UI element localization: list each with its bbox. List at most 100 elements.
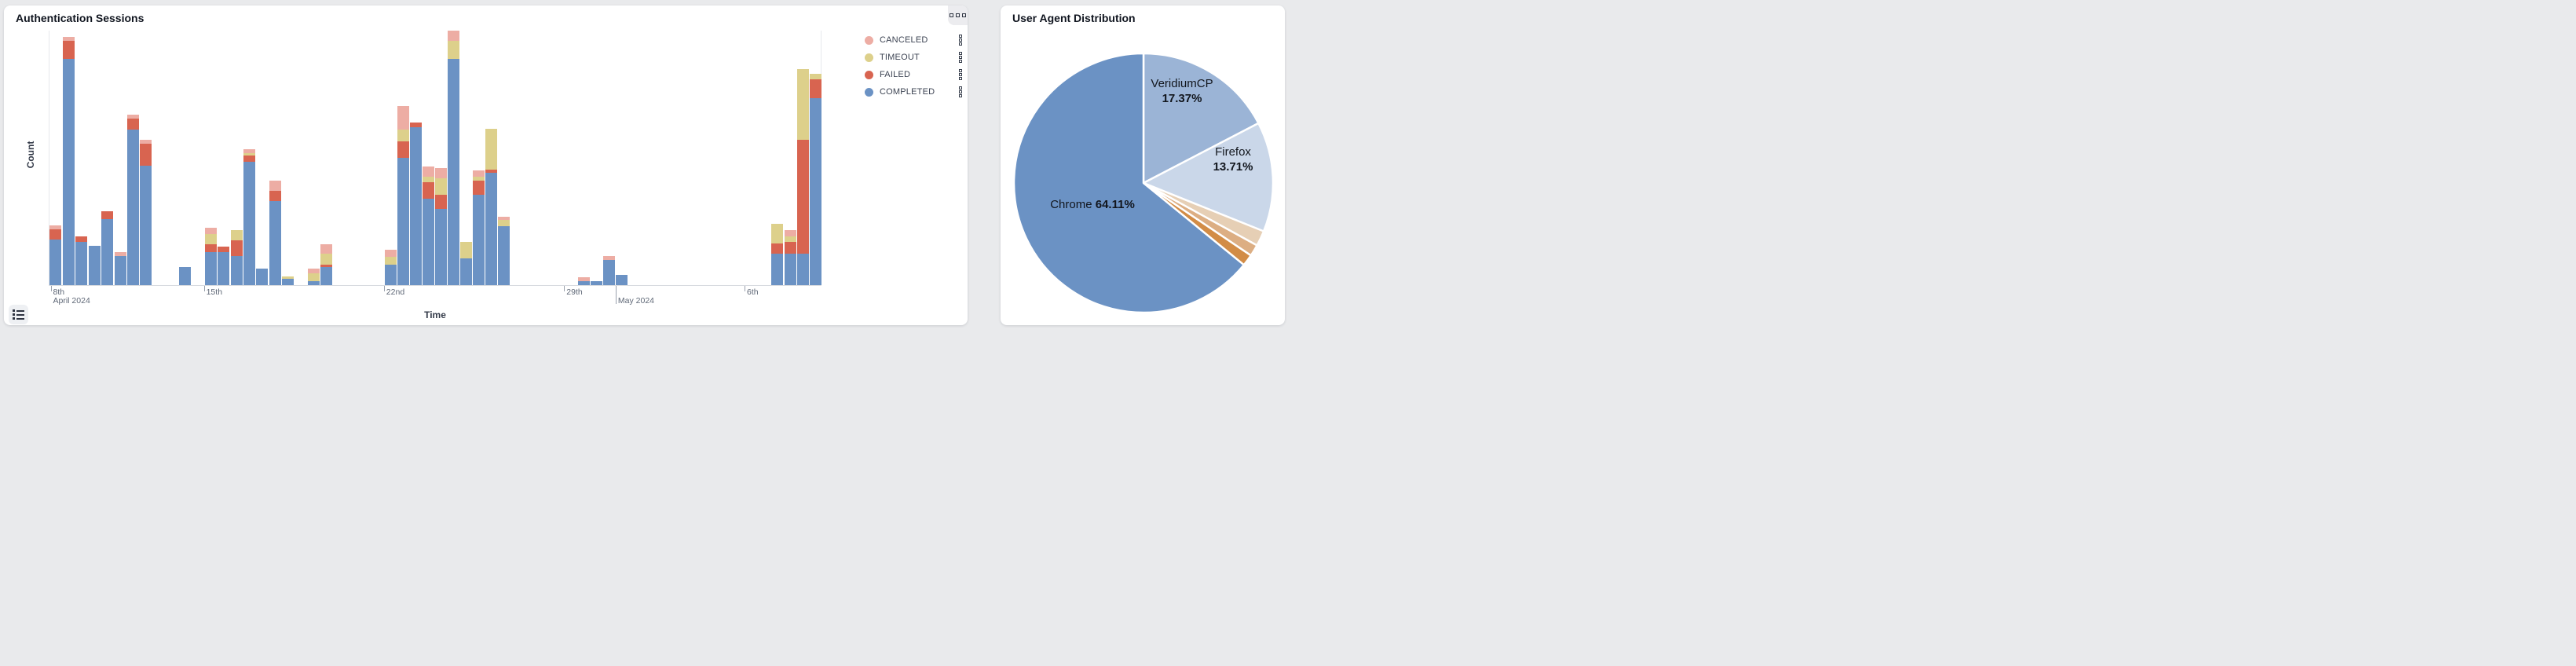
chart-legend: CANCELED TIMEOUT FAILED COMPLETED — [865, 31, 964, 101]
user-agent-pie-chart — [1012, 52, 1275, 314]
bar-segment-timeout — [243, 152, 255, 156]
stacked-bar[interactable] — [140, 31, 152, 285]
legend-kebab-icon[interactable] — [957, 68, 964, 82]
bar-segment-canceled — [126, 114, 139, 119]
list-icon — [13, 309, 24, 312]
legend-kebab-icon[interactable] — [957, 85, 964, 99]
bar-segment-completed — [230, 255, 243, 285]
stacked-bar[interactable] — [62, 31, 75, 285]
stacked-bar[interactable] — [126, 31, 139, 285]
bar-segment-failed — [485, 169, 498, 174]
stacked-bar[interactable] — [269, 31, 281, 285]
legend-kebab-icon[interactable] — [957, 33, 964, 47]
stacked-bar[interactable] — [616, 31, 628, 285]
stacked-bar[interactable] — [397, 31, 409, 285]
legend-item-timeout[interactable]: TIMEOUT — [865, 49, 964, 66]
stacked-bar[interactable] — [204, 31, 217, 285]
stacked-bar[interactable] — [460, 31, 473, 285]
bar-segment-completed — [101, 218, 113, 285]
legend-item-canceled[interactable]: CANCELED — [865, 31, 964, 49]
list-icon — [13, 313, 24, 316]
legend-item-completed[interactable]: COMPLETED — [865, 83, 964, 101]
bar-segment-canceled — [498, 216, 510, 221]
stacked-bar[interactable] — [771, 31, 783, 285]
stacked-bar[interactable] — [320, 31, 333, 285]
bar-segment-timeout — [498, 220, 510, 227]
stacked-bar[interactable] — [434, 31, 447, 285]
bar-segment-failed — [434, 195, 447, 209]
bar-segment-failed — [320, 265, 333, 268]
legend-marker — [865, 87, 873, 97]
bar-segment-completed — [460, 258, 473, 285]
stacked-bar[interactable] — [485, 31, 498, 285]
bar-segment-timeout — [204, 234, 217, 245]
x-axis-label: Time — [424, 309, 446, 320]
card-menu-button[interactable] — [948, 5, 968, 25]
bar-segment-completed — [422, 198, 434, 285]
pie-slice-veridiumcp[interactable] — [1142, 52, 1260, 185]
x-tick-label: 29th — [566, 287, 583, 297]
stacked-bar[interactable] — [88, 31, 101, 285]
bar-segment-completed — [178, 267, 191, 285]
stacked-bar[interactable] — [422, 31, 434, 285]
bar-segment-completed — [397, 158, 409, 285]
stacked-bar[interactable] — [448, 31, 460, 285]
x-tick-label: 8th April 2024 — [53, 287, 90, 306]
bar-segment-completed — [307, 281, 320, 285]
bar-segment-failed — [422, 181, 434, 199]
stacked-bar[interactable] — [603, 31, 616, 285]
bar-segment-failed — [218, 247, 230, 252]
stacked-bar[interactable] — [282, 31, 295, 285]
bar-segment-timeout — [809, 74, 821, 79]
bar-segment-completed — [498, 226, 510, 285]
bar-segment-completed — [577, 281, 590, 285]
bar-segment-completed — [796, 253, 809, 285]
stacked-bar[interactable] — [256, 31, 269, 285]
legend-marker — [865, 53, 873, 62]
bar-segment-completed — [114, 255, 126, 285]
stacked-bar[interactable] — [796, 31, 809, 285]
stacked-bar[interactable] — [178, 31, 191, 285]
stacked-bar[interactable] — [230, 31, 243, 285]
bar-segment-failed — [204, 244, 217, 252]
stacked-bar[interactable] — [590, 31, 602, 285]
auth-sessions-plot — [49, 31, 821, 286]
legend-item-failed[interactable]: FAILED — [865, 66, 964, 83]
bar-segment-timeout — [485, 128, 498, 170]
stacked-bar[interactable] — [498, 31, 510, 285]
bar-segment-completed — [140, 165, 152, 285]
stacked-bar[interactable] — [784, 31, 796, 285]
user-agent-card: User Agent Distribution VeridiumCP 17.37… — [1001, 5, 1285, 325]
bar-segment-timeout — [397, 130, 409, 141]
stacked-bar[interactable] — [101, 31, 113, 285]
bar-segment-completed — [603, 259, 616, 285]
pie-slice-chrome[interactable] — [1012, 52, 1246, 314]
stacked-bar[interactable] — [75, 31, 88, 285]
stacked-bar[interactable] — [114, 31, 126, 285]
bar-segment-failed — [230, 240, 243, 256]
stacked-bar[interactable] — [384, 31, 397, 285]
bar-segment-completed — [320, 267, 333, 285]
bar-segment-failed — [269, 191, 281, 202]
bar-segment-failed — [62, 40, 75, 59]
stacked-bar[interactable] — [409, 31, 422, 285]
bar-segment-canceled — [243, 148, 255, 153]
stacked-bar[interactable] — [577, 31, 590, 285]
legend-kebab-icon[interactable] — [957, 50, 964, 64]
stacked-bar[interactable] — [243, 31, 255, 285]
bar-segment-completed — [434, 208, 447, 285]
pie-slice-firefox[interactable] — [1142, 122, 1275, 232]
stacked-bar[interactable] — [809, 31, 821, 285]
bar-segment-canceled — [397, 105, 409, 130]
stacked-bar[interactable] — [307, 31, 320, 285]
bar-segment-timeout — [434, 177, 447, 195]
bar-segment-timeout — [771, 224, 783, 243]
stacked-bar[interactable] — [218, 31, 230, 285]
stacked-bar[interactable] — [473, 31, 485, 285]
stacked-bar[interactable] — [49, 31, 61, 285]
bar-segment-completed — [485, 173, 498, 285]
dashboard-page: { "page": { "background_color": "#e9eaec… — [0, 0, 1288, 333]
bar-segment-failed — [101, 211, 113, 219]
view-data-list-button[interactable] — [9, 305, 28, 324]
bar-segment-completed — [409, 127, 422, 285]
